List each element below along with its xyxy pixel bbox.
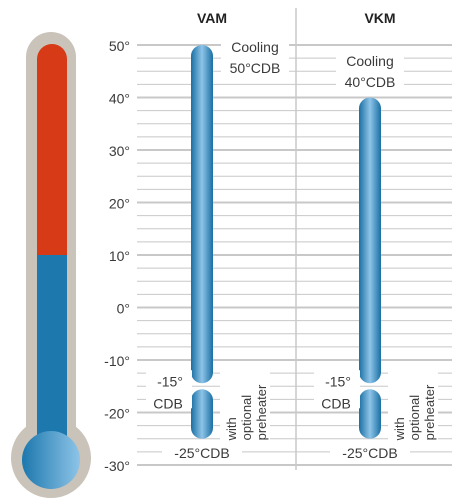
split-label-line-2: CDB (153, 395, 183, 411)
thermometer-bulb (22, 431, 80, 489)
note-line: preheater (422, 384, 437, 440)
column-title: VAM (197, 10, 227, 26)
bottom-label: -25°CDB (342, 445, 397, 461)
label-bg (388, 372, 438, 445)
label-bg (146, 370, 192, 409)
column-vkm: VKM Cooling 40°CDB -15° CDB -25°CDB with option… (314, 10, 438, 463)
y-tick-label: 50° (109, 38, 130, 54)
note-line: preheater (254, 384, 269, 440)
y-tick-label: 0° (117, 301, 130, 317)
range-bar-lower (359, 389, 381, 439)
y-axis-tick-labels: 50° 40° 30° 20° 10° 0° -10° -20° -30° (104, 38, 130, 474)
split-label-line-1: -15° (157, 373, 183, 389)
y-tick-label: 10° (109, 248, 130, 264)
bottom-label: -25°CDB (174, 445, 229, 461)
note-line: with (224, 417, 239, 441)
top-label-line-1: Cooling (231, 39, 278, 55)
label-bg (330, 442, 410, 463)
y-tick-label: 20° (109, 196, 130, 212)
y-tick-label: -10° (104, 353, 130, 369)
y-tick-label: 40° (109, 91, 130, 107)
label-bg (314, 370, 360, 409)
y-tick-label: -30° (104, 458, 130, 474)
split-label-line-2: CDB (321, 395, 351, 411)
thermometer-blue-column (37, 255, 67, 450)
note-line: optional (239, 395, 254, 441)
column-title: VKM (364, 10, 395, 26)
range-bar-lower (191, 389, 213, 439)
label-bg (221, 37, 289, 77)
note-line: with (392, 417, 407, 441)
split-label-line-1: -15° (325, 373, 351, 389)
label-bg (336, 51, 404, 91)
range-bar-upper (191, 45, 213, 384)
label-bg (162, 442, 242, 463)
note-line: optional (407, 395, 422, 441)
top-label-line-2: 40°CDB (345, 74, 396, 90)
label-bg (220, 372, 270, 445)
thermometer-icon (11, 32, 91, 498)
y-tick-label: 30° (109, 143, 130, 159)
top-label-line-2: 50°CDB (230, 60, 281, 76)
range-bar-upper (359, 97, 381, 384)
top-label-line-1: Cooling (346, 53, 393, 69)
y-tick-label: -20° (104, 406, 130, 422)
